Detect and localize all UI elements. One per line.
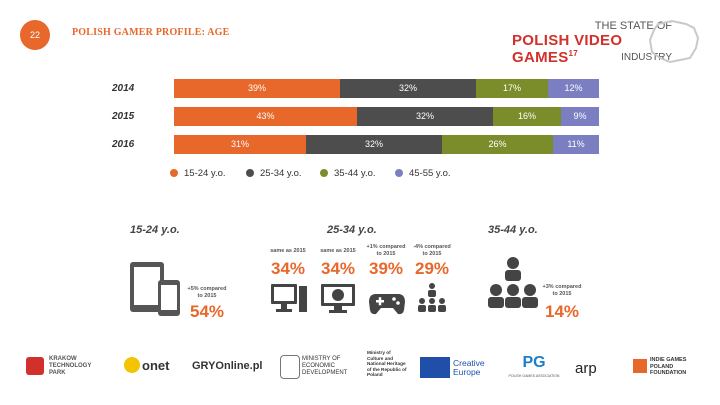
bar-segment-2016-s3: 11% [553, 135, 599, 154]
legend-dot [320, 169, 328, 177]
eu-flag-icon [420, 357, 450, 378]
krakow-technology-park-logo: KRAKOW TECHNOLOGY PARK [49, 356, 92, 376]
bar-segment-2015-s3: 9% [561, 107, 599, 126]
ministry-culture-logo: Ministry of Culture and National Heritag… [367, 350, 407, 378]
group1-pct: 54% [189, 302, 225, 321]
group2-note-1: same as 2015 [270, 248, 306, 254]
group2-pct-4: 29% [414, 259, 450, 278]
bar-segment-2015-s0: 43% [174, 107, 357, 126]
bar-segment-2014-s3: 12% [548, 79, 599, 98]
page-number-badge: 22 [20, 20, 50, 50]
indie-games-icon [633, 359, 647, 373]
globe-monitor-icon [321, 284, 355, 313]
arp-logo: arp [575, 360, 597, 377]
polish-eagle-icon [280, 355, 300, 379]
page-title: POLISH GAMER PROFILE: AGE [72, 27, 230, 38]
poland-map-icon [648, 19, 700, 64]
onet-logo: onet [142, 358, 170, 373]
legend-dot [395, 169, 403, 177]
group2-note-3: +1% compared to 2015 [366, 244, 406, 257]
onet-dot-icon [124, 357, 140, 373]
group2-pct-1: 34% [270, 259, 306, 278]
bar-segment-2016-s1: 32% [306, 135, 442, 154]
legend-dot [170, 169, 178, 177]
year-label-2015: 2015 [112, 111, 135, 122]
state-of-industry-logo: THE STATE OF POLISH VIDEO GAMES17 INDUST… [512, 14, 702, 72]
bar-segment-2015-s2: 16% [493, 107, 561, 126]
logo-line2: POLISH VIDEO GAMES17 [512, 32, 623, 66]
year-label-2016: 2016 [112, 139, 135, 150]
logo-line3: INDUSTRY [621, 52, 672, 63]
year-label-2014: 2014 [112, 83, 135, 94]
group3-note: +3% compared to 2015 [542, 284, 582, 297]
legend-item-25-34: 25-34 y.o. [246, 168, 302, 179]
legend-item-35-44: 35-44 y.o. [320, 168, 376, 179]
bar-segment-2014-s1: 32% [340, 79, 476, 98]
desktop-pc-icon [271, 284, 307, 312]
group2-pct-2: 34% [320, 259, 356, 278]
people-hierarchy-icon [488, 257, 538, 308]
bar-2014: 39% 32% 17% 12% [174, 79, 599, 98]
group2-pct-3: 39% [368, 259, 404, 278]
group-title-25-34: 25-34 y.o. [327, 224, 377, 236]
group-title-15-24: 15-24 y.o. [130, 224, 180, 236]
polish-games-association-text: POLISH GAMES ASSOCIATION [508, 374, 560, 378]
bar-segment-2016-s2: 26% [442, 135, 553, 154]
gamepad-icon [369, 294, 405, 315]
bar-segment-2015-s1: 32% [357, 107, 493, 126]
creative-europe-logo: Creative Europe [453, 358, 485, 377]
mobile-devices-icon [130, 262, 180, 316]
people-hierarchy-icon [418, 283, 446, 312]
logo-line1: THE STATE OF [594, 20, 672, 32]
group1-note: +5% compared to 2015 [187, 286, 227, 299]
group2-note-2: same as 2015 [320, 248, 356, 254]
bar-segment-2016-s0: 31% [174, 135, 306, 154]
ministry-economic-logo: MINISTRY OF ECONOMIC DEVELOPMENT [302, 356, 348, 376]
group3-pct: 14% [544, 302, 580, 321]
bar-segment-2014-s2: 17% [476, 79, 548, 98]
indie-games-logo: INDIE GAMES POLAND FOUNDATION [650, 357, 687, 376]
bar-segment-2014-s0: 39% [174, 79, 340, 98]
group2-note-4: -4% compared to 2015 [413, 244, 451, 257]
group-title-35-44: 35-44 y.o. [488, 224, 538, 236]
krakow-logo-icon [26, 357, 44, 375]
bar-2016: 31% 32% 26% 11% [174, 135, 599, 154]
pg-logo: PG [522, 354, 546, 371]
legend-item-15-24: 15-24 y.o. [170, 168, 226, 179]
bar-2015: 43% 32% 16% 9% [174, 107, 599, 126]
gryonline-logo: GRYOnline.pl [192, 360, 263, 372]
legend-dot [246, 169, 254, 177]
legend-item-45-55: 45-55 y.o. [395, 168, 451, 179]
